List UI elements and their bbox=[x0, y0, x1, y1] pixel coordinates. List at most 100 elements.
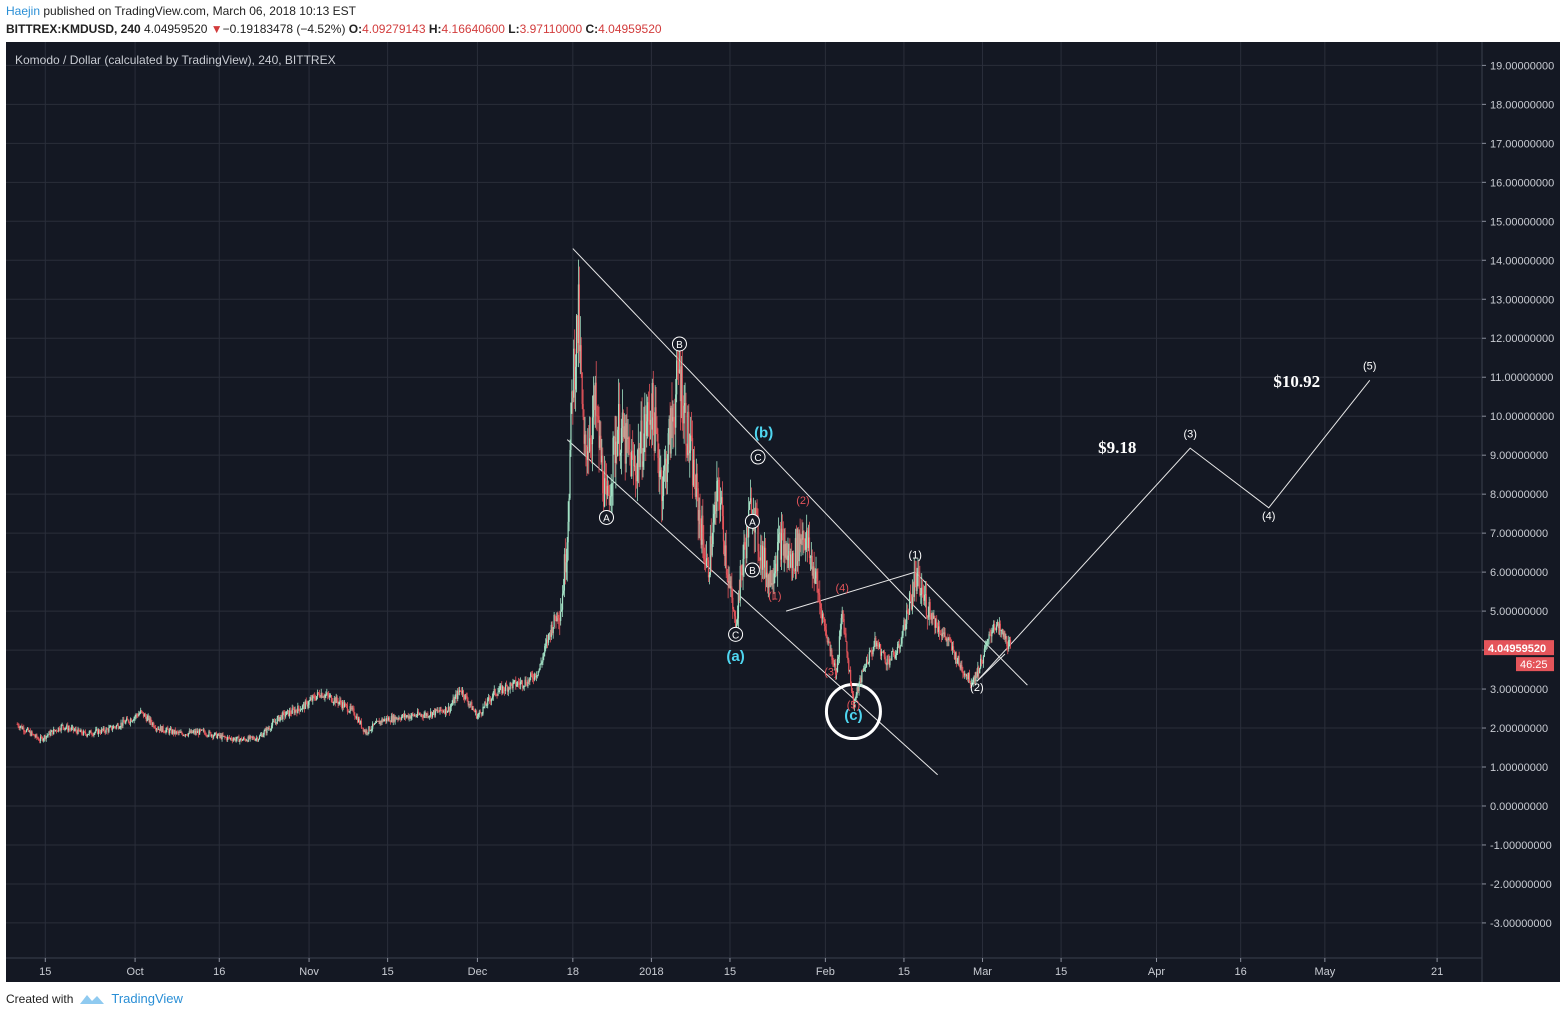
candle-body bbox=[134, 716, 136, 718]
candle-body bbox=[298, 705, 300, 709]
price-chart[interactable]: B A C A B C (a) (b) (c) (1) (2) (3) (4) (5) (1) (2) (3) (… bbox=[0, 40, 1565, 984]
candle-body bbox=[126, 718, 128, 721]
candle-body bbox=[891, 651, 893, 661]
candle-body bbox=[911, 594, 913, 610]
candle-body bbox=[913, 573, 915, 598]
candle-body bbox=[135, 714, 137, 717]
candle-body bbox=[787, 555, 789, 561]
low-label: L: bbox=[508, 22, 520, 36]
candle-body bbox=[367, 732, 369, 734]
candle-body bbox=[353, 708, 355, 715]
candle-body bbox=[19, 726, 21, 729]
candle-body bbox=[838, 636, 841, 657]
candle-body bbox=[355, 716, 357, 719]
candle-body bbox=[981, 662, 984, 664]
candle-body bbox=[278, 715, 280, 722]
candle-body bbox=[1007, 645, 1009, 649]
candle-body bbox=[271, 721, 274, 726]
candle-body bbox=[950, 640, 952, 642]
candle-body bbox=[388, 717, 391, 722]
candle-body bbox=[98, 730, 101, 733]
candle-body bbox=[413, 714, 415, 717]
candle-body bbox=[708, 574, 710, 578]
candle-body bbox=[398, 717, 400, 720]
candle-body bbox=[602, 455, 604, 494]
candle-body bbox=[792, 553, 795, 571]
candle-body bbox=[829, 641, 831, 651]
candle-body bbox=[894, 655, 897, 659]
candle-body bbox=[556, 612, 558, 622]
candle-body bbox=[599, 435, 601, 448]
candle-body bbox=[31, 731, 33, 734]
candle-body bbox=[48, 731, 50, 735]
candle-body bbox=[371, 728, 373, 731]
candle-body bbox=[82, 733, 84, 735]
candle-body bbox=[102, 727, 104, 731]
candle-body bbox=[445, 707, 448, 713]
candle-body bbox=[837, 656, 840, 660]
ohlc-line: BITTREX:KMDUSD, 240 4.04959520 ▼−0.19183… bbox=[6, 22, 662, 36]
candle-body bbox=[760, 545, 762, 561]
candle-body bbox=[385, 718, 387, 722]
candle-body bbox=[558, 618, 560, 621]
candle-body bbox=[357, 716, 359, 723]
candle-body bbox=[296, 710, 298, 714]
candle-body bbox=[467, 700, 469, 705]
candle-body bbox=[666, 464, 668, 482]
candle-body bbox=[487, 698, 489, 706]
trend-line bbox=[566, 439, 938, 776]
candle-body bbox=[99, 732, 102, 734]
candle-body bbox=[771, 582, 773, 586]
wave-label: (c) bbox=[844, 707, 862, 724]
candle-body bbox=[803, 531, 805, 543]
time-tick-label: Apr bbox=[1148, 966, 1165, 978]
candle-body bbox=[83, 731, 85, 735]
candle-body bbox=[519, 681, 522, 685]
candle-body bbox=[817, 580, 819, 593]
price-tick-label: 16.00000000 bbox=[1490, 177, 1554, 189]
candle-body bbox=[147, 716, 149, 718]
wave-label: (5) bbox=[1363, 360, 1376, 372]
tradingview-link[interactable]: TradingView bbox=[111, 991, 183, 1006]
candle-body bbox=[569, 449, 571, 499]
candle-body bbox=[419, 714, 421, 716]
candle-body bbox=[927, 616, 929, 618]
candle-body bbox=[513, 680, 515, 682]
candle-body bbox=[30, 731, 32, 736]
candle-body bbox=[276, 718, 278, 724]
candle-body bbox=[749, 502, 751, 510]
candle-body bbox=[996, 622, 999, 626]
candle-body bbox=[453, 698, 455, 704]
candle-body bbox=[815, 571, 817, 579]
candle-body bbox=[565, 562, 567, 573]
candle-body bbox=[345, 704, 348, 706]
author-link[interactable]: Haejin bbox=[6, 4, 41, 18]
candle-body bbox=[408, 715, 410, 719]
candle-body bbox=[622, 412, 624, 438]
time-tick-label: 15 bbox=[39, 966, 51, 978]
candle-body bbox=[336, 696, 338, 701]
candle-body bbox=[524, 679, 526, 686]
candle-body bbox=[348, 711, 350, 713]
candle-body bbox=[163, 731, 165, 733]
candle-body bbox=[705, 558, 708, 566]
candle-body bbox=[459, 690, 462, 692]
candle-body bbox=[132, 720, 134, 722]
candle-body bbox=[598, 416, 600, 448]
candle-body bbox=[693, 459, 696, 487]
candle-body bbox=[635, 475, 638, 482]
price-tick-label: 10.00000000 bbox=[1490, 411, 1554, 423]
candle-body bbox=[825, 629, 827, 637]
candle-body bbox=[623, 426, 625, 438]
time-axis[interactable]: 15 Oct 16 Nov 15 Dec 18 2018 15 Feb 15 Mar 15 Apr 16 Ma… bbox=[6, 957, 1482, 978]
candle-body bbox=[630, 452, 632, 477]
candle-body bbox=[112, 726, 115, 729]
candle-body bbox=[63, 727, 65, 730]
candle-body bbox=[497, 692, 499, 696]
candle-body bbox=[444, 711, 446, 714]
candle-body bbox=[711, 544, 713, 556]
high-label: H: bbox=[428, 22, 442, 36]
price-axis[interactable]: 19.00000000 18.00000000 17.00000000 16.0000… bbox=[1481, 42, 1560, 982]
candle-body bbox=[21, 725, 23, 730]
candle-body bbox=[106, 728, 108, 730]
